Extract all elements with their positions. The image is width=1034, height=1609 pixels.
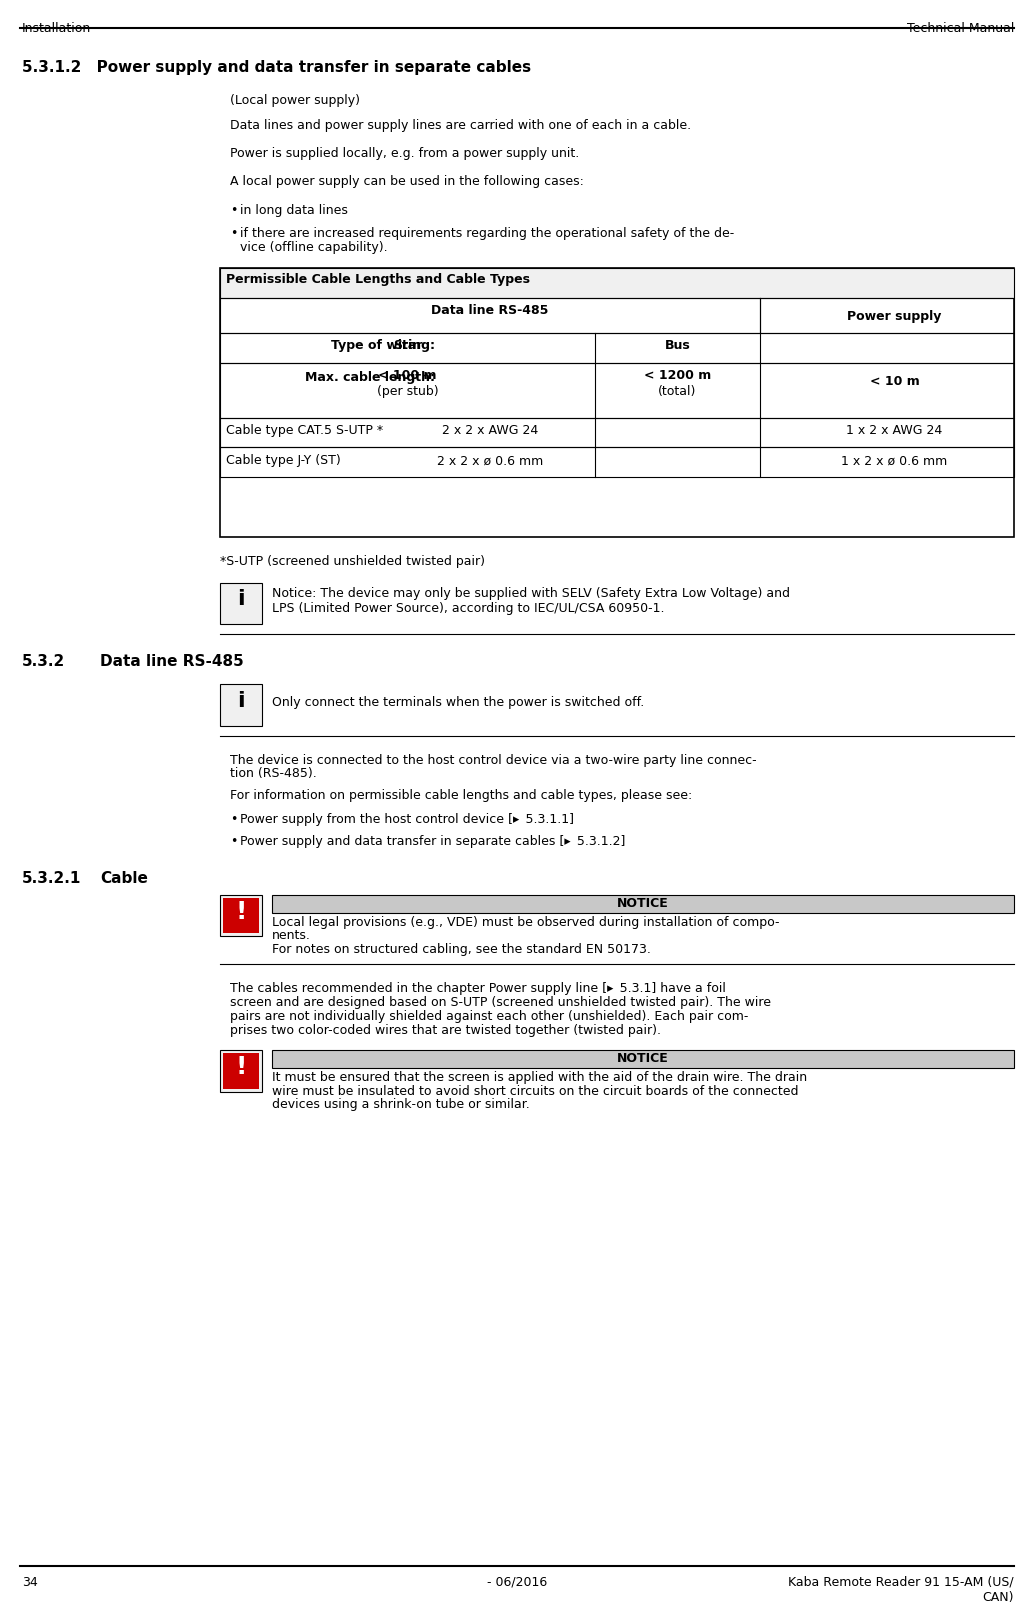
Bar xyxy=(220,269,1014,537)
Text: NOTICE: NOTICE xyxy=(617,1052,669,1065)
Text: The cables recommended in the chapter Power supply line [▸ 5.3.1] have a foil: The cables recommended in the chapter Po… xyxy=(230,981,726,994)
Bar xyxy=(220,269,1014,298)
Text: Power supply: Power supply xyxy=(847,311,942,323)
Bar xyxy=(220,364,1014,417)
Text: Data line RS-485: Data line RS-485 xyxy=(100,655,244,669)
Text: •: • xyxy=(230,227,238,240)
Text: in long data lines: in long data lines xyxy=(240,204,347,217)
Text: vice (offline capability).: vice (offline capability). xyxy=(240,241,388,254)
Text: pairs are not individually shielded against each other (unshielded). Each pair c: pairs are not individually shielded agai… xyxy=(230,1010,749,1023)
Text: Cable type J-Y (ST): Cable type J-Y (ST) xyxy=(226,454,341,467)
Text: 1 x 2 x ø 0.6 mm: 1 x 2 x ø 0.6 mm xyxy=(842,454,947,467)
Text: 2 x 2 x ø 0.6 mm: 2 x 2 x ø 0.6 mm xyxy=(437,454,543,467)
Text: 2 x 2 x AWG 24: 2 x 2 x AWG 24 xyxy=(442,425,538,438)
Text: prises two color-coded wires that are twisted together (twisted pair).: prises two color-coded wires that are tw… xyxy=(230,1023,661,1036)
Text: Technical Manual: Technical Manual xyxy=(907,23,1014,35)
Bar xyxy=(220,684,262,726)
Text: Star: Star xyxy=(393,339,422,352)
Bar xyxy=(272,1049,1014,1068)
Text: nents.: nents. xyxy=(272,930,311,943)
Text: < 10 m: < 10 m xyxy=(870,375,919,388)
Text: Only connect the terminals when the power is switched off.: Only connect the terminals when the powe… xyxy=(272,695,644,710)
Bar xyxy=(220,298,1014,333)
Text: •: • xyxy=(230,813,238,825)
Text: 5.3.2: 5.3.2 xyxy=(22,655,65,669)
Text: i: i xyxy=(237,690,245,711)
Bar xyxy=(223,898,258,933)
Bar xyxy=(223,1052,258,1089)
Text: Cable type CAT.5 S-UTP *: Cable type CAT.5 S-UTP * xyxy=(226,425,384,438)
Text: < 100 m: < 100 m xyxy=(378,368,436,381)
Bar xyxy=(220,333,1014,364)
Text: Cable: Cable xyxy=(100,870,148,887)
Text: !: ! xyxy=(236,899,247,924)
Text: For information on permissible cable lengths and cable types, please see:: For information on permissible cable len… xyxy=(230,790,692,803)
Text: NOTICE: NOTICE xyxy=(617,896,669,909)
Text: Type of wiring:: Type of wiring: xyxy=(331,339,435,352)
Text: if there are increased requirements regarding the operational safety of the de-: if there are increased requirements rega… xyxy=(240,227,734,240)
Text: !: ! xyxy=(236,1056,247,1078)
Text: 34: 34 xyxy=(22,1575,38,1588)
Text: Local legal provisions (e.g., VDE) must be observed during installation of compo: Local legal provisions (e.g., VDE) must … xyxy=(272,916,780,928)
Text: devices using a shrink-on tube or similar.: devices using a shrink-on tube or simila… xyxy=(272,1099,529,1112)
Text: 5.3.2.1: 5.3.2.1 xyxy=(22,870,82,887)
Text: Data line RS-485: Data line RS-485 xyxy=(431,304,549,317)
Text: (total): (total) xyxy=(659,385,697,397)
Bar xyxy=(220,447,1014,478)
Text: Installation: Installation xyxy=(22,23,91,35)
Text: *S-UTP (screened unshielded twisted pair): *S-UTP (screened unshielded twisted pair… xyxy=(220,555,485,568)
Text: The device is connected to the host control device via a two-wire party line con: The device is connected to the host cont… xyxy=(230,753,757,766)
Text: Notice: The device may only be supplied with SELV (Safety Extra Low Voltage) and: Notice: The device may only be supplied … xyxy=(272,587,790,615)
Text: •: • xyxy=(230,835,238,848)
Text: Permissible Cable Lengths and Cable Types: Permissible Cable Lengths and Cable Type… xyxy=(226,274,530,286)
Bar xyxy=(220,417,1014,447)
Text: For notes on structured cabling, see the standard EN 50173.: For notes on structured cabling, see the… xyxy=(272,943,650,956)
Text: wire must be insulated to avoid short circuits on the circuit boards of the conn: wire must be insulated to avoid short ci… xyxy=(272,1084,798,1097)
Text: Power supply and data transfer in separate cables [▸ 5.3.1.2]: Power supply and data transfer in separa… xyxy=(240,835,626,848)
Bar xyxy=(220,582,262,624)
Text: - 06/2016: - 06/2016 xyxy=(487,1575,547,1588)
Text: screen and are designed based on S-UTP (screened unshielded twisted pair). The w: screen and are designed based on S-UTP (… xyxy=(230,996,771,1009)
Text: 5.3.1.2 Power supply and data transfer in separate cables: 5.3.1.2 Power supply and data transfer i… xyxy=(22,60,531,74)
Text: i: i xyxy=(237,589,245,610)
Text: tion (RS-485).: tion (RS-485). xyxy=(230,767,316,780)
Bar xyxy=(220,1049,262,1091)
Text: < 1200 m: < 1200 m xyxy=(644,368,711,381)
Text: Max. cable length:: Max. cable length: xyxy=(305,370,435,385)
Text: 1 x 2 x AWG 24: 1 x 2 x AWG 24 xyxy=(847,425,943,438)
Text: (Local power supply): (Local power supply) xyxy=(230,95,360,108)
Text: •: • xyxy=(230,204,238,217)
Bar xyxy=(220,895,262,936)
Text: It must be ensured that the screen is applied with the aid of the drain wire. Th: It must be ensured that the screen is ap… xyxy=(272,1070,808,1083)
Text: Power is supplied locally, e.g. from a power supply unit.: Power is supplied locally, e.g. from a p… xyxy=(230,146,579,161)
Bar xyxy=(272,895,1014,912)
Text: Data lines and power supply lines are carried with one of each in a cable.: Data lines and power supply lines are ca… xyxy=(230,119,691,132)
Text: A local power supply can be used in the following cases:: A local power supply can be used in the … xyxy=(230,175,584,188)
Text: (per stub): (per stub) xyxy=(376,385,438,397)
Text: Bus: Bus xyxy=(665,339,691,352)
Text: Kaba Remote Reader 91 15-AM (US/
CAN): Kaba Remote Reader 91 15-AM (US/ CAN) xyxy=(788,1575,1014,1604)
Text: Power supply from the host control device [▸ 5.3.1.1]: Power supply from the host control devic… xyxy=(240,813,574,825)
